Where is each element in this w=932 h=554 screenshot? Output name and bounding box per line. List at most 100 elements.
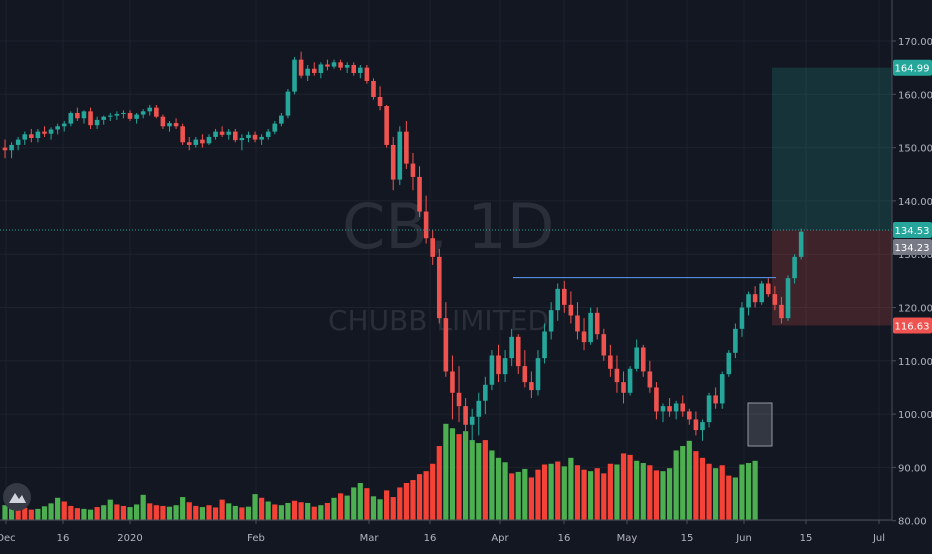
- volume-bar: [495, 457, 502, 520]
- volume-bar: [94, 507, 100, 520]
- candle-body: [173, 123, 179, 127]
- candle-body: [390, 144, 396, 180]
- candle-body: [167, 123, 172, 127]
- candle-body: [2, 147, 8, 151]
- time-tick-label: Mar: [360, 533, 380, 544]
- candle-body: [410, 163, 416, 177]
- candle-body: [555, 288, 561, 311]
- candlesticks: [2, 51, 804, 441]
- volume-bar: [357, 483, 363, 520]
- volume-bar: [193, 505, 199, 520]
- candle-body: [542, 331, 547, 359]
- volume-bar: [502, 462, 508, 520]
- volume-bar: [153, 505, 159, 520]
- candle-body: [200, 139, 205, 144]
- candle-body: [48, 129, 54, 134]
- time-tick-label: Jul: [872, 533, 885, 544]
- candle-body: [792, 256, 797, 279]
- candle-body: [739, 307, 745, 329]
- volume-bar: [726, 475, 732, 520]
- volume-bar: [397, 487, 403, 520]
- candle-body: [61, 123, 67, 127]
- volume-bar: [61, 501, 67, 520]
- candle-body: [785, 278, 791, 319]
- price-axis[interactable]: 170.00 160.00 150.00 140.00 130.00 120.00 110.…: [891, 0, 932, 528]
- volume-bar: [364, 488, 370, 520]
- candle-body: [522, 366, 528, 383]
- time-tick-label: 16: [558, 533, 571, 544]
- volume-bar: [68, 505, 74, 520]
- volume-bar: [568, 457, 574, 520]
- volume-bar: [272, 504, 278, 520]
- loss-zone[interactable]: [772, 230, 892, 326]
- time-tick-label: 15: [681, 533, 694, 544]
- price-tick-label: 110.00: [898, 357, 932, 368]
- candle-body: [154, 107, 159, 117]
- volume-bar: [739, 464, 745, 520]
- time-tick-label: Feb: [247, 533, 265, 544]
- volume-bar: [318, 505, 324, 520]
- drawing-annotations[interactable]: [0, 229, 892, 447]
- candle-body: [772, 294, 778, 305]
- candle-body: [733, 328, 738, 353]
- volume-bars: [2, 423, 758, 520]
- candle-body: [331, 62, 337, 67]
- candle-body: [660, 406, 666, 412]
- tradingview-logo[interactable]: [3, 483, 31, 511]
- volume-bar: [206, 505, 212, 520]
- candle-body: [147, 107, 153, 112]
- long-position-tool[interactable]: [772, 67, 892, 326]
- volume-bar: [436, 446, 442, 520]
- candle-body: [42, 131, 47, 134]
- volume-bar: [87, 509, 94, 520]
- candle-body: [614, 368, 620, 383]
- candle-body: [562, 288, 567, 305]
- grid-lines: [0, 0, 892, 522]
- candle-body: [384, 106, 389, 145]
- candle-body: [798, 231, 804, 257]
- candle-body: [298, 59, 304, 76]
- volume-bar: [680, 446, 686, 520]
- candle-body: [713, 395, 718, 404]
- candle-body: [338, 62, 343, 68]
- volume-bar: [239, 507, 245, 520]
- time-axis[interactable]: Dec 16 2020 Feb Mar 16 Apr 16 May 15 Jun 15 Jul: [0, 519, 892, 544]
- volume-bar: [548, 463, 554, 520]
- candle-body: [246, 134, 251, 139]
- candle-body: [226, 131, 232, 135]
- candle-body: [121, 112, 126, 115]
- volume-bar: [476, 443, 482, 520]
- profit-zone[interactable]: [772, 67, 892, 231]
- candle-body: [193, 139, 199, 145]
- price-tick-label: 100.00: [898, 410, 932, 421]
- volume-bar: [41, 506, 48, 520]
- volume-bar: [35, 508, 41, 520]
- candle-body: [134, 114, 139, 119]
- stop-price-tag: [893, 317, 932, 334]
- volume-bar: [555, 461, 561, 520]
- volume-bar: [127, 507, 133, 520]
- candle-body: [239, 138, 245, 141]
- candle-body: [272, 123, 278, 132]
- candle-body: [140, 111, 146, 115]
- candle-body: [601, 334, 607, 356]
- candle-body: [529, 382, 534, 391]
- candle-body: [15, 139, 21, 145]
- candle-body: [114, 114, 120, 116]
- candle-body: [515, 336, 521, 367]
- volume-bar: [443, 423, 449, 520]
- volume-bar: [449, 428, 456, 520]
- volume-bar: [173, 505, 179, 520]
- volume-bar: [219, 499, 225, 520]
- candle-body: [107, 115, 113, 117]
- candle-body: [318, 64, 324, 73]
- volume-bar: [574, 465, 581, 520]
- volume-bar: [627, 454, 633, 520]
- volume-bar: [614, 464, 620, 520]
- candle-body: [325, 64, 330, 67]
- volume-bar: [653, 470, 660, 520]
- volume-bar: [377, 499, 383, 520]
- selection-box[interactable]: [747, 402, 773, 447]
